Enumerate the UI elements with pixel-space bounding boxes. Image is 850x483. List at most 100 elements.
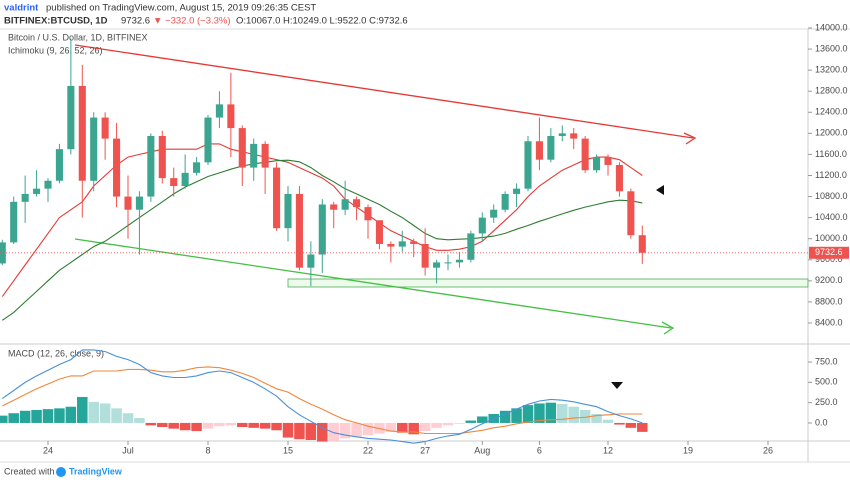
histogram-bar (534, 403, 545, 423)
candle-body (238, 128, 246, 168)
candle-body (490, 209, 498, 218)
candle-body (90, 117, 98, 181)
candle-body (318, 204, 326, 255)
y-tick-label: 8400.0 (815, 317, 843, 327)
histogram-bar (385, 422, 397, 432)
y-tick-label: 12000.0 (815, 128, 848, 138)
candle-body (627, 191, 635, 236)
histogram-bar (522, 405, 534, 423)
candle-body (44, 180, 52, 189)
last-price-box (809, 246, 849, 259)
candle-body (307, 254, 315, 268)
histogram-bar (19, 410, 31, 423)
histogram-bar (362, 422, 374, 436)
candle-body (181, 172, 189, 187)
y-tick-label: 14000.0 (815, 22, 848, 32)
candle-body (135, 196, 143, 210)
histogram-bar (419, 422, 431, 432)
y-tick-label: 10000.0 (815, 233, 848, 243)
histogram-bar (557, 403, 568, 423)
candle-body (170, 178, 178, 187)
histogram-bar (99, 403, 111, 423)
x-tick-label: 8 (205, 445, 210, 455)
candle-body (204, 117, 212, 163)
candle-body (558, 133, 566, 136)
indicator-label: Ichimoku (9, 26, 52, 26) (8, 45, 103, 55)
y-tick-label: 500.0 (815, 377, 838, 387)
histogram-bar (271, 422, 282, 431)
ohlc: O:10067.0 H:10249.0 L:9522.0 C:9732.6 (236, 16, 408, 27)
x-tick-label: 12 (603, 445, 613, 455)
macd-label: MACD (12, 26, close, 9) (8, 348, 104, 358)
author[interactable]: valdrint (4, 3, 39, 14)
histogram-bar (625, 422, 637, 428)
support-zone (287, 278, 809, 288)
histogram-bar (602, 419, 614, 423)
histogram-bar (637, 422, 648, 432)
resistance-trendline (74, 44, 694, 139)
candle-body (615, 164, 623, 192)
published: published on TradingView.com, August 15,… (46, 3, 316, 14)
histogram-bar (591, 414, 602, 423)
candle-body (10, 201, 18, 243)
candle-body (375, 220, 383, 244)
change: ▼ −332.0 (−3.3%) (153, 16, 231, 27)
y-tick-label: 250.0 (815, 397, 838, 407)
histogram-bar (568, 406, 579, 423)
marker (611, 382, 623, 389)
histogram-bar (54, 408, 65, 423)
histogram-bar (248, 422, 259, 428)
arrow-head (661, 321, 675, 335)
x-tick-label: 19 (683, 445, 693, 455)
histogram-bar (0, 415, 8, 423)
y-tick-label: 9600.0 (815, 254, 843, 264)
histogram-bar (614, 422, 625, 425)
candle-body (581, 138, 589, 171)
histogram-bar (134, 418, 145, 423)
candle-body (421, 243, 429, 268)
histogram-bar (8, 413, 19, 423)
y-tick-label: 13200.0 (815, 65, 848, 75)
last-price: 9732.6 (121, 16, 150, 27)
candle-body (227, 104, 235, 129)
candle-body (158, 135, 166, 179)
y-tick-label: 11600.0 (815, 149, 847, 159)
footer-brand[interactable]: TradingView (69, 466, 123, 476)
y-tick-label: 9200.0 (815, 275, 843, 285)
candle-body (215, 104, 223, 118)
candle-body (193, 162, 201, 173)
histogram-bar (477, 416, 488, 423)
histogram-bar (442, 422, 454, 426)
macd-line (1, 349, 643, 444)
last-price-label: 9732.6 (815, 247, 843, 257)
histogram-bar (408, 422, 419, 435)
y-tick-label: 750.0 (815, 356, 838, 366)
x-tick-label: 15 (283, 445, 293, 455)
histogram-bar (111, 408, 122, 423)
histogram-bar (122, 413, 134, 423)
histogram-bar (511, 408, 522, 423)
arrow-head (683, 132, 697, 145)
candle-body (638, 235, 646, 253)
marker (656, 185, 664, 195)
x-tick-label: Aug (474, 445, 490, 455)
histogram-bar (545, 402, 557, 423)
candle-body (398, 241, 406, 247)
histogram-bar (31, 409, 42, 423)
candle-body (273, 167, 281, 229)
candle-body (501, 193, 509, 210)
histogram-bar (77, 396, 88, 423)
candle-body (444, 262, 452, 264)
y-tick-label: 10800.0 (815, 191, 848, 201)
candle-body (250, 143, 258, 168)
histogram-bar (579, 409, 591, 423)
histogram-bar (351, 422, 362, 437)
histogram-bar (88, 401, 99, 423)
histogram-bar (282, 422, 294, 438)
histogram-bar (42, 409, 54, 423)
histogram-bar (339, 422, 351, 439)
histogram-bar (397, 422, 408, 433)
histogram-bar (145, 422, 157, 426)
candle-body (593, 157, 601, 171)
